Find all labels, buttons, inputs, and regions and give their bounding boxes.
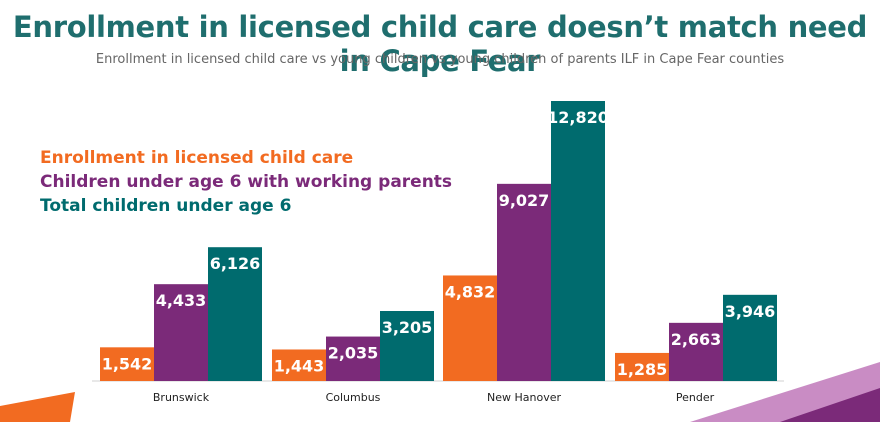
decor-orange-corner xyxy=(0,392,75,422)
bar-enrollment-columbus xyxy=(272,349,326,381)
data-label: 2,663 xyxy=(671,330,722,349)
legend: Enrollment in licensed child care Childr… xyxy=(40,146,452,218)
data-label: 1,542 xyxy=(102,354,153,373)
bar-working-parents-columbus xyxy=(326,336,380,381)
data-label: 4,433 xyxy=(156,291,207,310)
x-tick-label: Columbus xyxy=(326,391,381,404)
data-label: 2,035 xyxy=(328,344,379,363)
data-label: 1,285 xyxy=(617,360,668,379)
bar-total-new-hanover xyxy=(551,101,605,381)
x-tick-label: New Hanover xyxy=(487,391,561,404)
bar-total-brunswick xyxy=(208,247,262,381)
bar-enrollment-new-hanover xyxy=(443,275,497,381)
data-label: 4,832 xyxy=(445,282,496,301)
data-label: 3,946 xyxy=(725,302,776,321)
x-tick-label: Pender xyxy=(676,391,715,404)
chart-title: Enrollment in licensed child care doesn’… xyxy=(12,10,868,78)
bar-working-parents-brunswick xyxy=(154,284,208,381)
data-label: 6,126 xyxy=(210,254,261,273)
bar-total-pender xyxy=(723,294,777,381)
bar-total-columbus xyxy=(380,311,434,381)
legend-item-enrollment: Enrollment in licensed child care xyxy=(40,148,354,168)
bar-working-parents-new-hanover xyxy=(497,183,551,381)
data-label: 12,820 xyxy=(547,108,609,127)
data-label: 1,443 xyxy=(274,356,325,375)
decor-purple-corner xyxy=(780,388,880,422)
chart-subtitle: Enrollment in licensed child care vs you… xyxy=(95,52,785,67)
legend-item-working-parents: Children under age 6 with working parent… xyxy=(40,172,453,192)
legend-item-total: Total children under age 6 xyxy=(40,196,292,216)
data-label: 3,205 xyxy=(382,318,433,337)
data-label: 9,027 xyxy=(499,191,550,210)
bar-enrollment-brunswick xyxy=(100,347,154,381)
bar-working-parents-pender xyxy=(669,322,723,381)
bar-enrollment-pender xyxy=(615,352,669,381)
x-tick-label: Brunswick xyxy=(153,391,210,404)
